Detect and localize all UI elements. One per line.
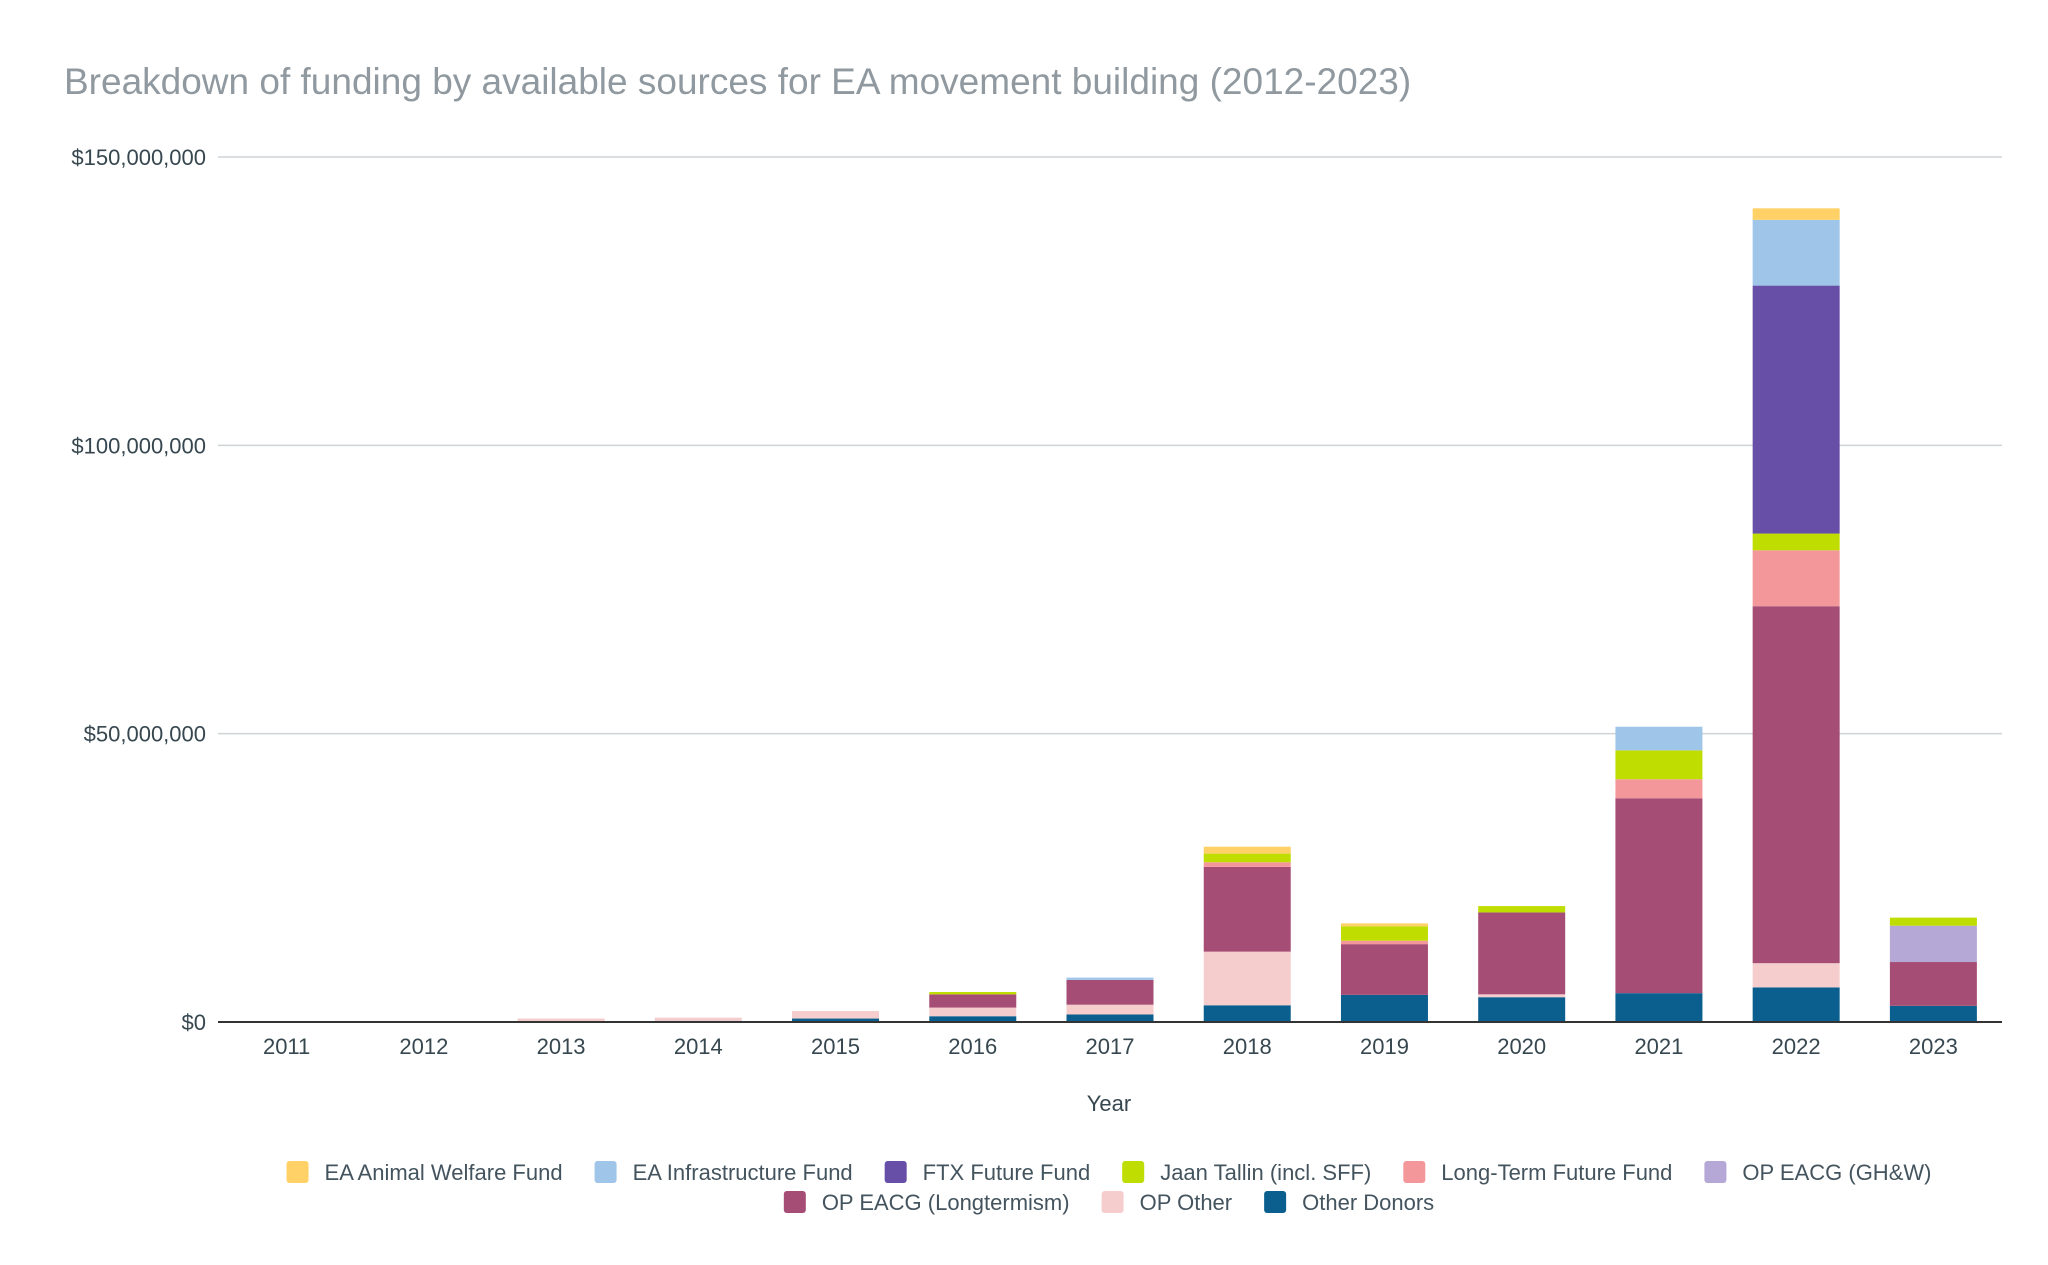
x-tick-label: 2015 (811, 1034, 860, 1059)
legend-swatch (594, 1161, 617, 1183)
bar-segment (1889, 1005, 1977, 1022)
x-tick-label: 2018 (1223, 1034, 1272, 1059)
bar-segment (1066, 1014, 1154, 1022)
y-tick-label: $0 (182, 1010, 206, 1035)
bar-segment (1752, 606, 1840, 964)
bar-segment (1340, 944, 1428, 995)
x-tick-label: 2020 (1497, 1034, 1546, 1059)
bar-segment (1066, 977, 1154, 980)
bar-segment (1066, 979, 1154, 1005)
bar-segment (1615, 726, 1703, 751)
bar-segment (792, 1011, 880, 1019)
bar-segment (1340, 926, 1428, 941)
bar-segment (1478, 997, 1566, 1022)
bar-segment (1615, 750, 1703, 780)
bar-segment (929, 1016, 1017, 1022)
bar-segment (1752, 963, 1840, 988)
x-tick-label: 2017 (1086, 1034, 1135, 1059)
bar-segment (929, 994, 1017, 1008)
legend-item: OP EACG (GH&W) (1704, 1160, 1931, 1185)
chart-title: Breakdown of funding by available source… (64, 61, 1411, 102)
y-tick-label: $150,000,000 (71, 145, 206, 170)
legend-swatch (783, 1191, 806, 1213)
x-axis-title: Year (1087, 1091, 1131, 1116)
bar-segment (1340, 923, 1428, 927)
legend-item: Jaan Tallin (incl. SFF) (1122, 1160, 1371, 1185)
bar-segment (929, 1007, 1017, 1017)
legend-label: OP Other (1140, 1190, 1233, 1215)
bar-segment (1889, 962, 1977, 1006)
x-tick-label: 2019 (1360, 1034, 1409, 1059)
bar-segment (1478, 912, 1566, 995)
legend-swatch (1264, 1191, 1287, 1213)
bar-segment (1889, 925, 1977, 963)
legend-swatch (1704, 1161, 1727, 1183)
legend-item: EA Animal Welfare Fund (286, 1160, 563, 1185)
legend-label: Jaan Tallin (incl. SFF) (1160, 1160, 1371, 1185)
bar-segment (1478, 994, 1566, 998)
legend-swatch (884, 1161, 907, 1183)
bar-segment (1203, 1005, 1291, 1022)
legend-label: Long-Term Future Fund (1441, 1160, 1672, 1185)
x-tick-label: 2013 (537, 1034, 586, 1059)
y-tick-label: $100,000,000 (71, 433, 206, 458)
bar-segment (1203, 862, 1291, 867)
bar-segment (1752, 208, 1840, 220)
bar-segment (1203, 866, 1291, 952)
bar-segment (1478, 906, 1566, 913)
x-tick-label: 2023 (1909, 1034, 1958, 1059)
legend-item: Long-Term Future Fund (1403, 1160, 1672, 1185)
legend-swatch (1122, 1161, 1145, 1183)
legend-label: EA Infrastructure Fund (633, 1160, 853, 1185)
x-tick-label: 2021 (1634, 1034, 1683, 1059)
bar-segment (1615, 993, 1703, 1022)
legend-item: Other Donors (1264, 1190, 1434, 1215)
bar-segment (1203, 951, 1291, 1006)
bar-segment (517, 1018, 605, 1022)
x-tick-label: 2012 (399, 1034, 448, 1059)
x-tick-label: 2016 (948, 1034, 997, 1059)
bar-segment (1203, 846, 1291, 854)
legend-label: OP EACG (GH&W) (1742, 1160, 1931, 1185)
gridlines (218, 156, 2002, 735)
legend-label: FTX Future Fund (923, 1160, 1091, 1185)
bars (517, 208, 1977, 1022)
bar-segment (654, 1017, 742, 1021)
bar-segment (1752, 285, 1840, 534)
bar-segment (1889, 917, 1977, 926)
x-tick-label: 2011 (263, 1034, 310, 1059)
bar-segment (1752, 550, 1840, 607)
bar-segment (1752, 533, 1840, 551)
legend-label: OP EACG (Longtermism) (822, 1190, 1070, 1215)
x-tick-label: 2022 (1772, 1034, 1821, 1059)
legend-label: EA Animal Welfare Fund (325, 1160, 563, 1185)
bar-segment (1066, 1004, 1154, 1015)
axes: $0 $50,000,000 $100,000,000 $150,000,000 201… (71, 145, 2002, 1059)
legend: EA Animal Welfare Fund EA Infrastructure … (286, 1160, 1931, 1215)
bar-segment (1203, 853, 1291, 863)
legend-swatch (286, 1161, 309, 1183)
legend-item: OP Other (1101, 1190, 1233, 1215)
bar-segment (1340, 994, 1428, 1022)
bar-segment (1752, 987, 1840, 1022)
bar-segment (792, 1018, 880, 1022)
legend-swatch (1403, 1161, 1426, 1183)
x-tick-label: 2014 (674, 1034, 723, 1059)
bar-segment (1615, 779, 1703, 799)
bar-segment (1615, 798, 1703, 994)
legend-item: EA Infrastructure Fund (594, 1160, 853, 1185)
legend-item: FTX Future Fund (884, 1160, 1091, 1185)
bar-segment (1340, 940, 1428, 945)
legend-label: Other Donors (1302, 1190, 1434, 1215)
bar-segment (929, 992, 1017, 995)
legend-swatch (1101, 1191, 1124, 1213)
legend-item: OP EACG (Longtermism) (783, 1190, 1070, 1215)
bar-segment (1752, 219, 1840, 286)
y-tick-label: $50,000,000 (84, 722, 206, 747)
